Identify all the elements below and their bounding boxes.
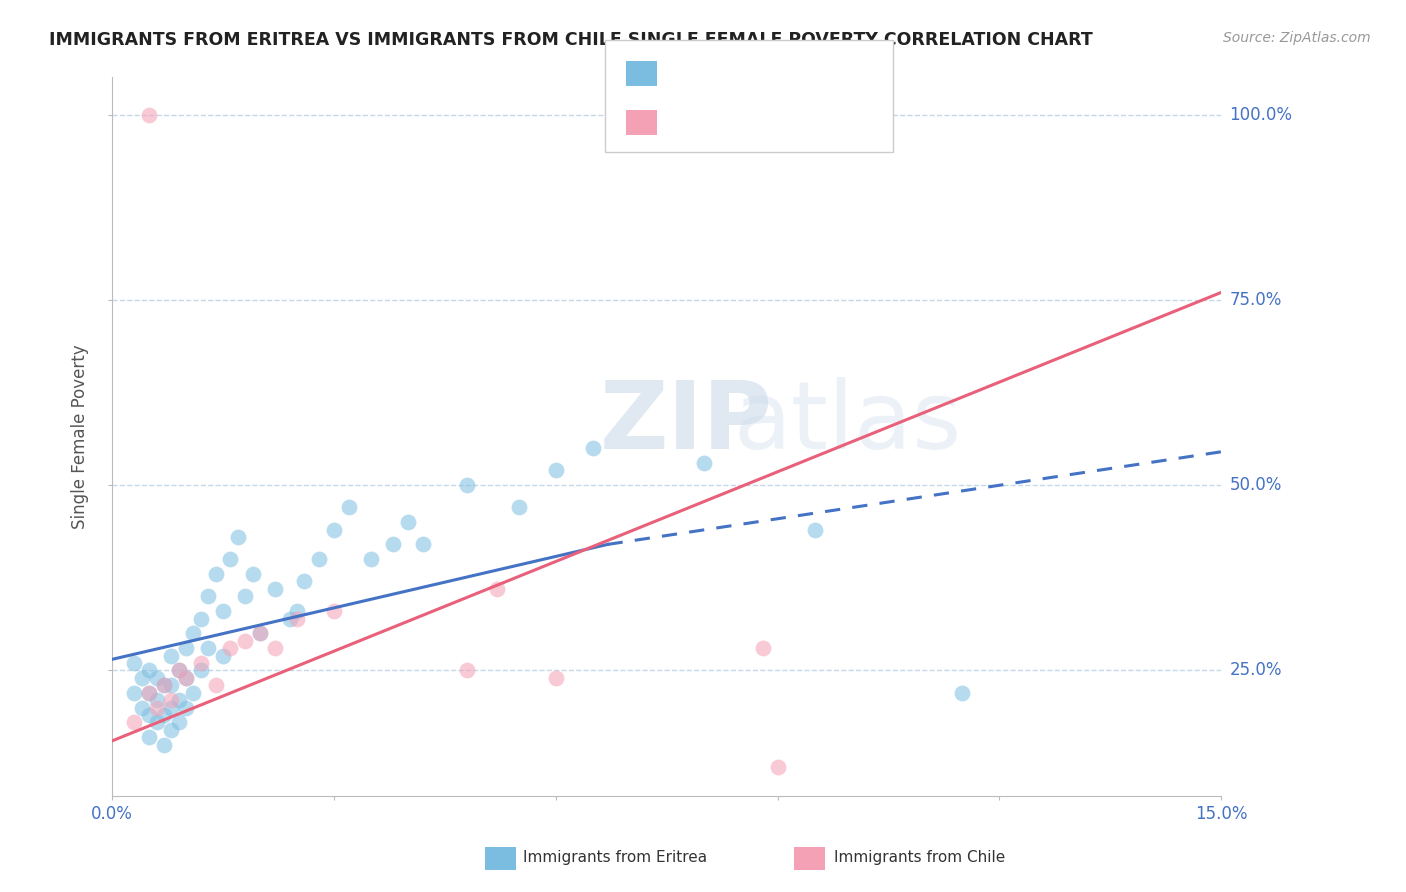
Point [766, 760, 789, 774]
Point [803, 523, 825, 537]
Point [249, 626, 271, 640]
Point [292, 574, 315, 589]
Point [263, 582, 285, 596]
Point [138, 707, 160, 722]
Point [145, 693, 167, 707]
Point [323, 604, 346, 618]
Point [219, 552, 242, 566]
Point [263, 641, 285, 656]
Point [138, 730, 160, 744]
Point [160, 678, 183, 692]
Point [508, 500, 530, 515]
Point [226, 530, 249, 544]
Point [582, 441, 605, 455]
Text: R = 0.452   N = 21: R = 0.452 N = 21 [665, 114, 823, 132]
Point [544, 671, 567, 685]
Point [138, 686, 160, 700]
Point [145, 700, 167, 714]
Point [396, 515, 419, 529]
Point [160, 648, 183, 663]
Point [174, 700, 197, 714]
Text: 100.0%: 100.0% [1230, 105, 1292, 123]
Point [242, 567, 264, 582]
Point [197, 590, 219, 604]
Point [212, 648, 235, 663]
Y-axis label: Single Female Poverty: Single Female Poverty [72, 344, 89, 529]
Point [456, 478, 478, 492]
Text: Source: ZipAtlas.com: Source: ZipAtlas.com [1223, 31, 1371, 45]
Point [138, 686, 160, 700]
Point [174, 671, 197, 685]
Point [360, 552, 382, 566]
Point [153, 678, 176, 692]
Point [952, 686, 974, 700]
Text: 25.0%: 25.0% [1230, 662, 1282, 680]
Point [145, 671, 167, 685]
Point [124, 715, 146, 730]
Point [183, 626, 205, 640]
Point [190, 664, 212, 678]
Point [153, 707, 176, 722]
Point [337, 500, 360, 515]
Text: atlas: atlas [734, 376, 962, 468]
Point [167, 664, 190, 678]
Text: 75.0%: 75.0% [1230, 291, 1282, 309]
Point [285, 611, 308, 625]
Point [167, 715, 190, 730]
Point [544, 463, 567, 477]
Text: Immigrants from Eritrea: Immigrants from Eritrea [523, 850, 707, 864]
Point [382, 537, 405, 551]
Point [249, 626, 271, 640]
Point [752, 641, 775, 656]
Point [153, 678, 176, 692]
Point [138, 664, 160, 678]
Point [485, 582, 508, 596]
Point [145, 715, 167, 730]
Point [131, 700, 153, 714]
Point [153, 738, 176, 752]
Point [204, 567, 226, 582]
Point [160, 693, 183, 707]
Text: 50.0%: 50.0% [1230, 476, 1282, 494]
Point [233, 633, 256, 648]
Point [131, 671, 153, 685]
Text: IMMIGRANTS FROM ERITREA VS IMMIGRANTS FROM CHILE SINGLE FEMALE POVERTY CORRELATI: IMMIGRANTS FROM ERITREA VS IMMIGRANTS FR… [49, 31, 1092, 49]
Point [183, 686, 205, 700]
Point [219, 641, 242, 656]
Point [138, 107, 160, 121]
Point [174, 671, 197, 685]
Point [190, 611, 212, 625]
Point [167, 664, 190, 678]
Text: ZIP: ZIP [600, 376, 773, 468]
Point [124, 656, 146, 670]
Point [233, 590, 256, 604]
Point [160, 700, 183, 714]
Point [278, 611, 301, 625]
Text: R = 0.256   N = 56: R = 0.256 N = 56 [665, 64, 823, 83]
Point [323, 523, 346, 537]
Point [456, 664, 478, 678]
Point [204, 678, 226, 692]
Point [190, 656, 212, 670]
Point [160, 723, 183, 737]
Point [412, 537, 434, 551]
Text: Immigrants from Chile: Immigrants from Chile [834, 850, 1005, 864]
Point [174, 641, 197, 656]
Point [124, 686, 146, 700]
Point [692, 456, 714, 470]
Point [212, 604, 235, 618]
Point [308, 552, 330, 566]
Point [167, 693, 190, 707]
Point [285, 604, 308, 618]
Point [197, 641, 219, 656]
